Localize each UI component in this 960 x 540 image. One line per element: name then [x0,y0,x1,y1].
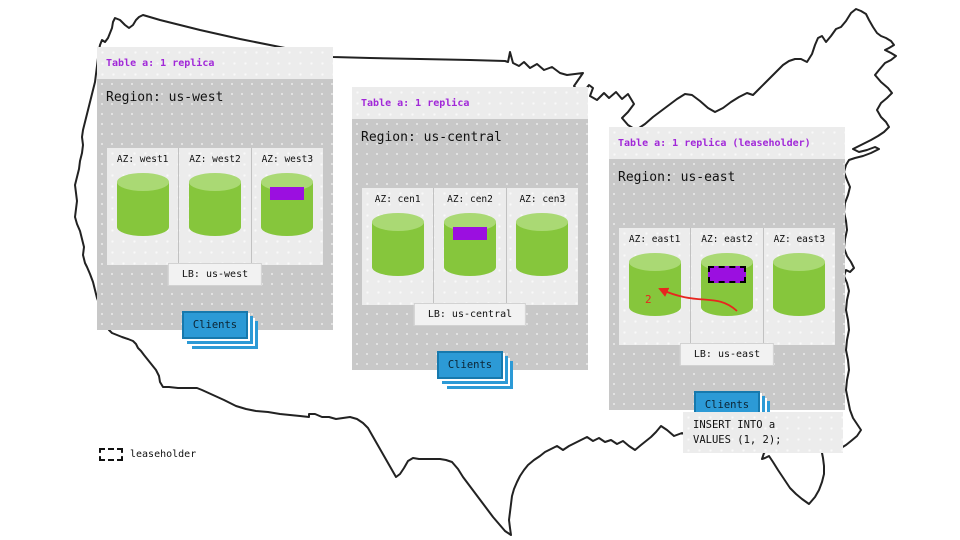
load-balancer-box: LB: us-west [167,263,263,286]
sql-line: VALUES (1, 2); [693,434,782,446]
az-column: AZ: cen1 [362,188,435,305]
az-group: AZ: west1 AZ: west2 AZ: west3 [107,148,323,265]
db-node-cylinder [116,173,169,236]
replica-chip [270,187,305,200]
cylinder-body [516,222,569,276]
db-node-cylinder [371,213,424,276]
db-node-cylinder [443,213,496,276]
legend: leaseholder [99,448,196,461]
region-panel-us-west: Table a: 1 replica Region: us-west AZ: w… [97,47,333,339]
db-node-cylinder [700,253,753,316]
cylinder-body [371,222,424,276]
cylinder-top [188,173,241,191]
cylinder-top [261,173,314,191]
az-column: AZ: cen3 [507,188,578,305]
az-column: AZ: west2 [179,148,252,265]
leaseholder-chip [707,266,746,283]
az-column: AZ: east1 [619,228,692,345]
sql-line: INSERT INTO a [693,419,776,431]
cylinder-body [116,182,169,236]
region-body: Region: us-west AZ: west1 AZ: west2 [97,79,333,339]
az-label: AZ: cen1 [374,194,421,205]
table-replica-label: Table a: 1 replica [361,97,470,109]
az-column: AZ: west1 [107,148,180,265]
clients-button: Clients [437,351,503,379]
az-column: AZ: west3 [252,148,323,265]
region-body: Region: us-east AZ: east1 AZ: east2 [609,159,845,419]
table-replica-banner: Table a: 1 replica [97,47,333,79]
region-body: Region: us-central AZ: cen1 AZ: cen2 [352,119,588,379]
az-group: AZ: east1 AZ: east2 AZ: east3 [619,228,835,345]
region-title: Region: us-east [618,170,736,185]
db-node-cylinder [628,253,681,316]
az-label: AZ: west1 [116,154,169,165]
az-column: AZ: east2 [691,228,764,345]
region-panel-us-central: Table a: 1 replica Region: us-central AZ… [352,87,588,379]
az-label: AZ: east1 [628,234,681,245]
db-node-cylinder [261,173,314,236]
load-balancer-box: LB: us-central [413,303,527,326]
table-replica-label: Table a: 1 replica [106,57,215,69]
db-node-cylinder [188,173,241,236]
table-replica-banner: Table a: 1 replica [352,87,588,119]
cylinder-top [371,213,424,231]
cylinder-top [628,253,681,271]
cylinder-body [773,262,826,316]
region-title: Region: us-west [106,90,224,105]
az-label: AZ: east3 [773,234,826,245]
table-replica-label: Table a: 1 replica (leaseholder) [618,137,811,149]
load-balancer-box: LB: us-east [679,343,775,366]
az-column: AZ: cen2 [434,188,507,305]
az-group: AZ: cen1 AZ: cen2 AZ: cen3 [362,188,578,305]
db-node-cylinder [516,213,569,276]
region-panel-us-east: Table a: 1 replica (leaseholder) Region:… [609,127,845,419]
az-label: AZ: east2 [701,234,753,245]
cylinder-top [773,253,826,271]
cylinder-body [188,182,241,236]
legend-label: leaseholder [130,449,197,460]
az-label: AZ: west3 [261,154,314,165]
leaseholder-swatch-icon [99,448,123,461]
cylinder-top [116,173,169,191]
az-label: AZ: cen2 [447,194,493,205]
sql-insert-note: INSERT INTO a VALUES (1, 2); [683,412,843,453]
az-column: AZ: east3 [764,228,835,345]
db-node-cylinder [773,253,826,316]
cylinder-top [516,213,569,231]
region-title: Region: us-central [361,130,502,145]
replica-chip [452,227,487,240]
cylinder-top [443,213,496,231]
az-label: AZ: west2 [189,154,241,165]
table-replica-banner: Table a: 1 replica (leaseholder) [609,127,845,159]
az-label: AZ: cen3 [519,194,566,205]
clients-button: Clients [182,311,248,339]
